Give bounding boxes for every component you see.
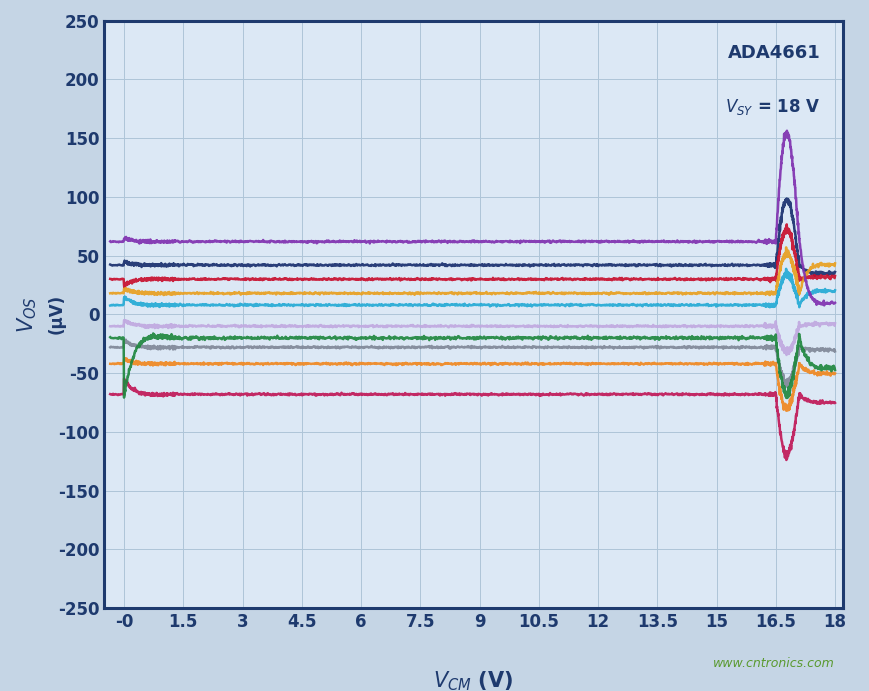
Text: ADA4661: ADA4661 — [728, 44, 820, 62]
Text: $V_{CM}$ (V): $V_{CM}$ (V) — [434, 670, 514, 691]
Text: (μV): (μV) — [47, 294, 65, 334]
Text: $V_{OS}$: $V_{OS}$ — [15, 296, 38, 332]
Text: $V_{SY}$ = 18 V: $V_{SY}$ = 18 V — [726, 97, 820, 117]
Text: www.cntronics.com: www.cntronics.com — [713, 657, 834, 670]
